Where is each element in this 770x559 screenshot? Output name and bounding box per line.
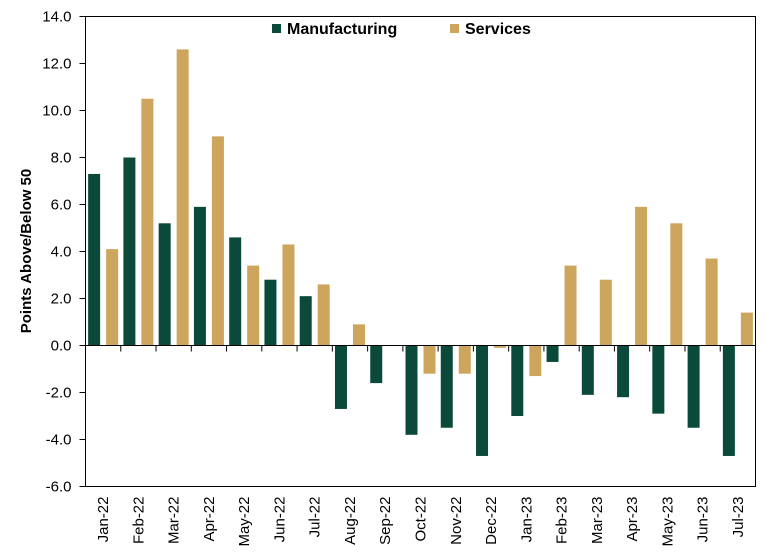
y-tick-label: 14.0 xyxy=(42,9,71,26)
bar-manufacturing xyxy=(123,157,136,346)
y-tick-label: 0.0 xyxy=(51,338,72,355)
y-tick-label: 6.0 xyxy=(51,197,72,214)
x-tick-label: Nov-22 xyxy=(448,497,465,545)
x-tick-label: Jan-22 xyxy=(95,497,112,543)
legend-label-services: Services xyxy=(465,21,531,38)
bars xyxy=(88,49,753,456)
x-tick-label: Oct-22 xyxy=(413,497,430,542)
x-axis: Jan-22 Feb-22 Mar-22 Apr-22 May-22 Jun-22 Jul-… xyxy=(85,345,756,547)
x-tick-label: Jul-22 xyxy=(307,497,324,538)
x-tick-label: Aug-22 xyxy=(342,497,359,545)
bar-manufacturing xyxy=(617,345,630,398)
bar-services xyxy=(635,206,648,346)
bar-manufacturing xyxy=(652,345,665,414)
bar-manufacturing xyxy=(511,345,524,416)
bar-services xyxy=(211,136,224,346)
bar-manufacturing xyxy=(405,345,418,435)
x-tick-label: Apr-22 xyxy=(201,497,218,542)
bar-manufacturing xyxy=(440,345,453,428)
bar-services xyxy=(352,324,365,346)
bar-services xyxy=(458,345,471,374)
y-tick-label: 12.0 xyxy=(42,56,71,73)
x-tick-label: Mar-22 xyxy=(166,497,183,545)
y-axis: 14.0 12.0 10.0 8.0 6.0 4.0 2.0 0.0 -2.0 -4.0 -6.0 xyxy=(42,9,86,496)
y-tick-label: -6.0 xyxy=(46,479,72,496)
legend-label-manufacturing: Manufacturing xyxy=(287,21,397,38)
y-tick-label: -2.0 xyxy=(46,385,72,402)
bar-manufacturing xyxy=(158,223,171,346)
bar-manufacturing xyxy=(722,345,735,456)
bar-services xyxy=(599,279,612,346)
bar-manufacturing xyxy=(546,345,559,362)
y-tick-label: 4.0 xyxy=(51,244,72,261)
legend-swatch-manufacturing xyxy=(272,24,281,33)
x-tick-label: Feb-22 xyxy=(130,497,147,545)
x-tick-label: Dec-22 xyxy=(483,497,500,545)
bar-services xyxy=(106,249,119,346)
x-tick-label: May-22 xyxy=(236,497,253,547)
bar-manufacturing xyxy=(334,345,347,409)
legend: Manufacturing Services xyxy=(272,21,531,38)
series-services xyxy=(106,49,753,377)
bar-manufacturing xyxy=(370,345,383,384)
x-tick-label: Apr-23 xyxy=(624,497,641,542)
bar-manufacturing xyxy=(229,237,242,346)
legend-swatch-services xyxy=(450,24,459,33)
y-tick-label: 8.0 xyxy=(51,150,72,167)
y-tick-label: 2.0 xyxy=(51,291,72,308)
bar-services xyxy=(423,345,436,374)
bar-services xyxy=(564,265,577,346)
bar-services xyxy=(670,223,683,346)
bar-manufacturing xyxy=(193,206,206,346)
bar-services xyxy=(176,49,189,346)
x-tick-label: Jul-23 xyxy=(730,497,747,538)
bar-services xyxy=(282,244,295,346)
series-manufacturing xyxy=(88,157,735,456)
bar-services xyxy=(317,284,330,346)
x-tick-label: Mar-23 xyxy=(589,497,606,545)
y-tick-label: 10.0 xyxy=(42,103,71,120)
x-tick-label: Sep-22 xyxy=(377,497,394,545)
bar-services xyxy=(494,345,507,348)
x-tick-label: Jun-22 xyxy=(271,497,288,543)
bar-services xyxy=(141,98,154,346)
bar-manufacturing xyxy=(299,296,312,346)
bar-manufacturing xyxy=(687,345,700,428)
x-tick-label: May-23 xyxy=(659,497,676,547)
bar-services xyxy=(740,312,753,346)
bar-services xyxy=(529,345,542,377)
bar-manufacturing xyxy=(581,345,594,395)
bar-manufacturing xyxy=(88,173,101,346)
bar-manufacturing xyxy=(264,279,277,346)
bar-services xyxy=(247,265,260,346)
y-tick-label: -4.0 xyxy=(46,432,72,449)
bar-services xyxy=(705,258,718,346)
x-tick-label: Jan-23 xyxy=(518,497,535,543)
bar-manufacturing xyxy=(476,345,489,456)
y-axis-title: Points Above/Below 50 xyxy=(18,169,35,333)
x-tick-label: Jun-23 xyxy=(695,497,712,543)
x-tick-label: Feb-23 xyxy=(554,497,571,545)
